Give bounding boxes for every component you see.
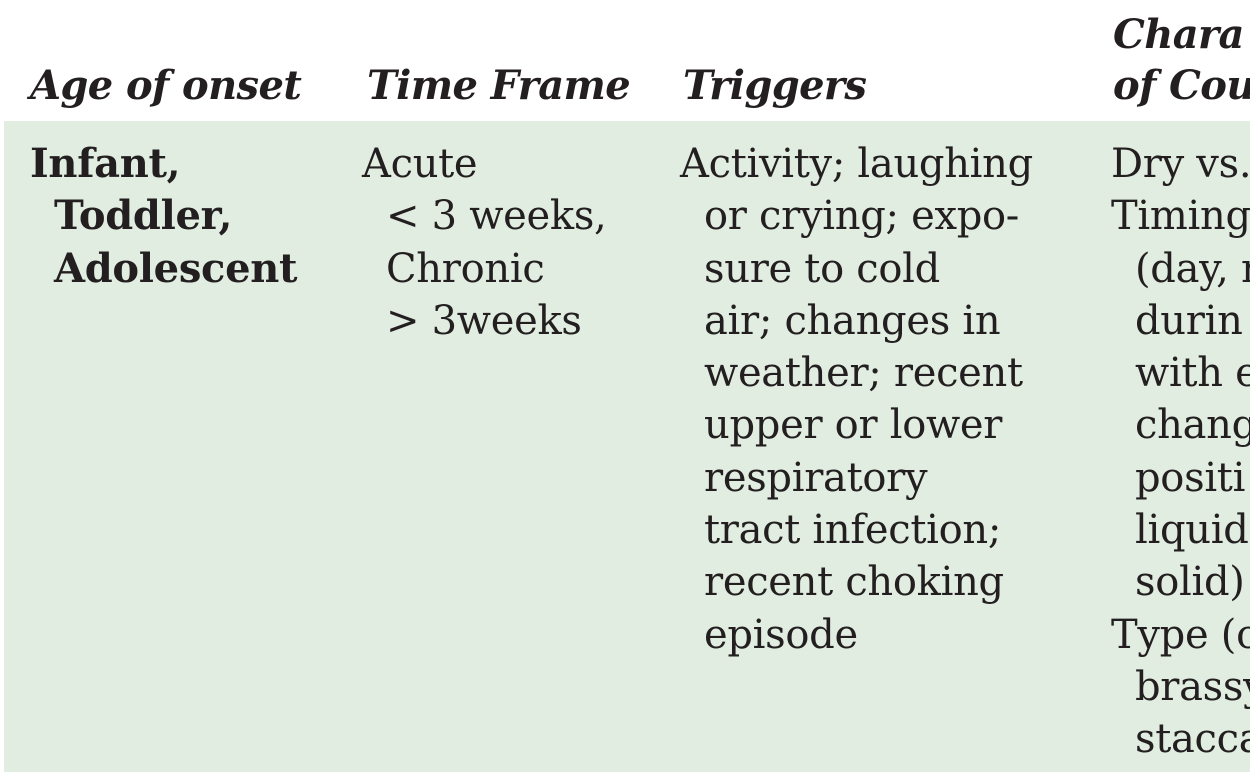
header-time-frame: Time Frame xyxy=(367,62,631,109)
time-line: Chronic xyxy=(386,245,545,292)
time-line: > 3weeks xyxy=(386,297,582,344)
characteristics-line: solid) xyxy=(1135,559,1245,606)
triggers-line: respiratory xyxy=(704,454,928,501)
age-line: Infant, xyxy=(30,140,181,187)
characteristics-line: Dry vs. xyxy=(1111,141,1250,187)
triggers-line: air; changes in xyxy=(704,297,1001,344)
cell-time-frame: Acute < 3 weeks, Chronic > 3weeks xyxy=(362,138,607,347)
characteristics-line: Timing xyxy=(1111,193,1250,240)
characteristics-line: chang xyxy=(1135,402,1250,449)
table-header-row: Age of onset Time Frame Triggers Chara o… xyxy=(0,0,1250,121)
characteristics-line: liquid xyxy=(1135,507,1249,554)
characteristics-line: (day, r xyxy=(1135,245,1250,292)
time-line: < 3 weeks, xyxy=(386,193,607,240)
triggers-line: recent choking xyxy=(704,559,1004,606)
triggers-line: upper or lower xyxy=(704,402,1003,449)
cell-characteristics-of-cough: Dry vs. Timing (day, r durin with e chan… xyxy=(1111,138,1250,766)
characteristics-line: positi xyxy=(1135,454,1246,501)
cell-age-of-onset: Infant, Toddler, Adolescent xyxy=(30,138,298,295)
age-line: Adolescent xyxy=(54,244,298,292)
header-characteristics-line1: Chara xyxy=(1113,11,1244,58)
time-line: Acute xyxy=(362,141,478,187)
header-triggers: Triggers xyxy=(683,62,867,109)
triggers-line: episode xyxy=(704,611,858,658)
triggers-line: Activity; laughing xyxy=(680,141,1033,187)
triggers-line: tract infection; xyxy=(704,507,1002,554)
table-row xyxy=(4,121,1250,772)
triggers-line: or crying; expo- xyxy=(704,193,1020,240)
characteristics-line: brassy xyxy=(1135,663,1250,710)
age-line: Toddler, xyxy=(54,192,233,240)
characteristics-line: with e xyxy=(1135,350,1250,397)
cell-triggers: Activity; laughing or crying; expo- sure… xyxy=(680,138,1033,661)
characteristics-line: stacca xyxy=(1135,716,1250,763)
characteristics-line: Type (c xyxy=(1111,611,1250,658)
header-characteristics-line2: of Cou xyxy=(1113,62,1250,109)
triggers-line: sure to cold xyxy=(704,245,940,292)
header-age-of-onset: Age of onset xyxy=(30,62,302,109)
characteristics-line: durin xyxy=(1135,297,1243,344)
triggers-line: weather; recent xyxy=(704,350,1023,397)
